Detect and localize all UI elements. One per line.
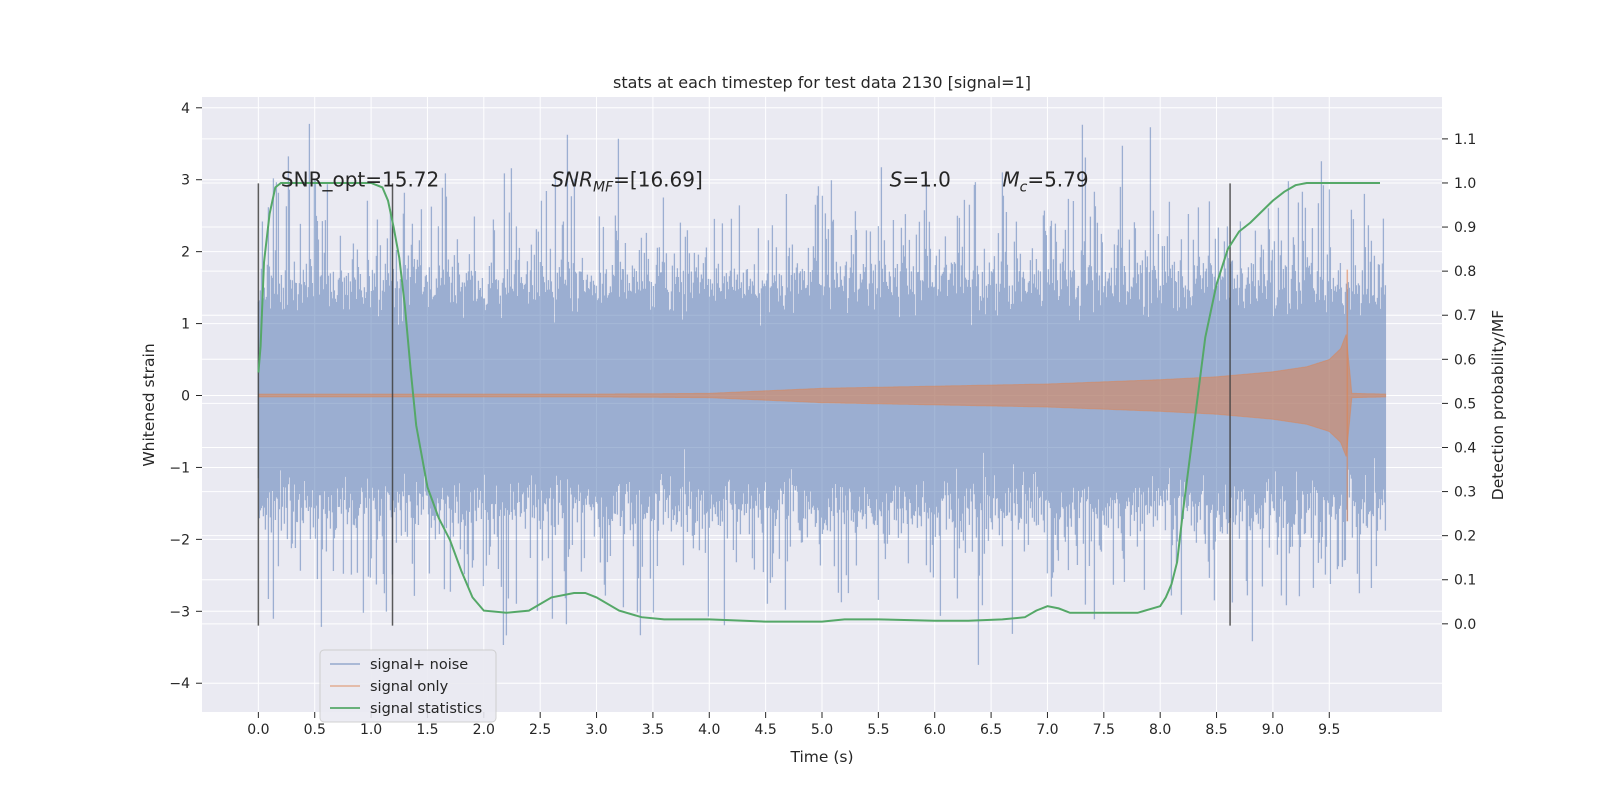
x-tick-label: 3.5 (642, 722, 664, 738)
y-tick-label: −4 (169, 676, 190, 692)
annotations: SNR_opt=15.72 SNRMF=[16.69] S=1.0 Mc=5.79 (281, 168, 1089, 196)
x-tick-label: 8.5 (1205, 722, 1227, 738)
y-right-tick-label: 0.8 (1454, 264, 1476, 280)
y-tick-label: −2 (169, 532, 190, 548)
x-tick-label: 0.0 (247, 722, 269, 738)
x-tick-label: 3.0 (585, 722, 607, 738)
y-right-tick-label: 0.4 (1454, 440, 1476, 456)
legend-label-stats: signal statistics (370, 701, 482, 717)
signal-statistics-series (257, 182, 1380, 623)
y-tick-label: 3 (181, 173, 190, 189)
x-tick-label: 9.5 (1318, 722, 1340, 738)
y-tick-label: −1 (169, 460, 190, 476)
x-tick-label: 6.0 (924, 722, 946, 738)
annotation-s: S=1.0 (890, 168, 951, 192)
x-tick-label: 0.5 (304, 722, 326, 738)
y-right-tick-label: 0.2 (1454, 529, 1476, 545)
x-tick-label: 1.5 (416, 722, 438, 738)
right-axis: 0.0 0.1 0.2 0.3 0.4 0.5 0.6 0.7 0.8 0.9 1.0 1.1 (1442, 132, 1476, 633)
y-right-tick-label: 1.0 (1454, 176, 1476, 192)
x-tick-label: 9.0 (1262, 722, 1284, 738)
x-tick-label: 1.0 (360, 722, 382, 738)
x-tick-label: 7.0 (1036, 722, 1058, 738)
y-right-tick-label: 0.3 (1454, 485, 1476, 501)
signal-only-series (257, 269, 1387, 522)
annotation-mc: Mc=5.79 (1002, 168, 1088, 196)
x-tick-label: 7.5 (1093, 722, 1115, 738)
x-tick-label: 8.0 (1149, 722, 1171, 738)
legend-box (319, 649, 497, 723)
y-right-tick-label: 1.1 (1454, 132, 1476, 148)
x-axis: 0.0 0.5 1.0 1.5 2.0 2.5 3.0 3.5 4.0 4.5 5.0 5.5 6.0 6… (247, 712, 1340, 738)
annotation-snr_mf: SNRMF=[16.69] (551, 168, 702, 196)
x-axis-label: Time (s) (789, 748, 853, 766)
y-tick-label: −3 (169, 604, 190, 620)
y-right-tick-label: 0.6 (1454, 352, 1476, 368)
x-tick-label: 5.5 (867, 722, 889, 738)
y-right-tick-label: 0.0 (1454, 617, 1476, 633)
legend-label-signal: signal only (370, 679, 449, 695)
x-tick-label: 5.0 (811, 722, 833, 738)
x-tick-label: 2.5 (529, 722, 551, 738)
x-tick-label: 4.0 (698, 722, 720, 738)
y-right-tick-label: 0.1 (1454, 573, 1476, 589)
signal-only-trace (257, 334, 1387, 457)
chart-title: stats at each timestep for test data 213… (613, 73, 1031, 92)
legend-label-noise: signal+ noise (370, 657, 468, 673)
y-axis-label: Whitened strain (140, 343, 158, 466)
annotation-snr_opt: SNR_opt=15.72 (281, 168, 439, 192)
y-tick-label: 1 (181, 317, 190, 333)
x-tick-label: 2.0 (473, 722, 495, 738)
left-axis: −4 −3 −2 −1 0 1 2 3 4 (169, 101, 202, 692)
legend: signal+ noise signal only signal statist… (319, 649, 497, 723)
y-right-tick-label: 0.7 (1454, 308, 1476, 324)
marker-lines (257, 183, 1231, 626)
y-right-tick-label: 0.5 (1454, 396, 1476, 412)
y-right-tick-label: 0.9 (1454, 220, 1476, 236)
y-tick-label: 4 (181, 101, 190, 117)
y-axis-right-label: Detection probability/MF (1489, 310, 1507, 501)
x-tick-label: 4.5 (755, 722, 777, 738)
signal-statistics-trace (257, 182, 1380, 623)
y-tick-label: 0 (181, 389, 190, 405)
x-tick-label: 6.5 (980, 722, 1002, 738)
y-tick-label: 2 (181, 245, 190, 261)
